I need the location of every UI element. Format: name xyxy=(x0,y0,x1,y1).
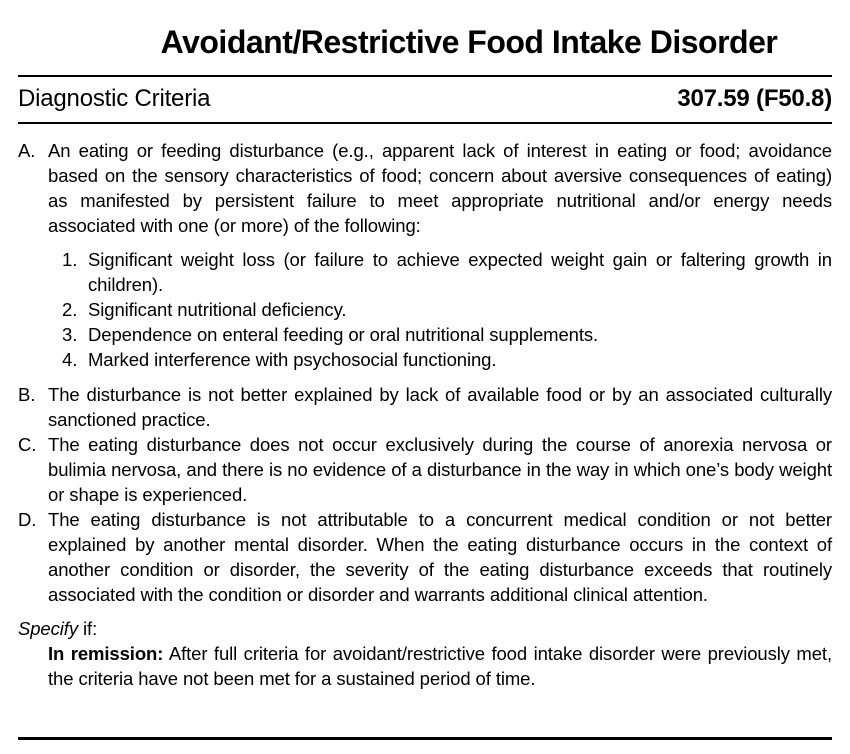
criterion-c-letter: C. xyxy=(18,434,37,455)
specifier-section: Specify if: In remission: After full cri… xyxy=(18,616,832,691)
sub-item-3-text: Dependence on enteral feeding or oral nu… xyxy=(88,324,599,345)
criterion-a-text: An eating or feeding disturbance (e.g., … xyxy=(48,140,832,236)
criterion-b-letter: B. xyxy=(18,384,36,405)
criterion-a-letter: A. xyxy=(18,140,36,161)
specify-line: Specify if: xyxy=(18,616,832,641)
criterion-c-paragraph: C. The eating disturbance does not occur … xyxy=(18,432,832,507)
criterion-d-letter: D. xyxy=(18,509,37,530)
sub-item-2-text: Significant nutritional deficiency. xyxy=(88,299,347,320)
specify-italic-word: Specify xyxy=(18,618,78,639)
sub-item-1: 1. Significant weight loss (or failure to… xyxy=(18,247,832,297)
in-remission-paragraph: In remission: After full criteria for av… xyxy=(48,641,832,691)
diagnostic-code: 307.59 (F50.8) xyxy=(677,85,832,112)
specify-rest: if: xyxy=(83,618,98,639)
sub-item-4-text: Marked interference with psychosocial fu… xyxy=(88,349,497,370)
criterion-c-text: The eating disturbance does not occur ex… xyxy=(48,434,832,505)
bottom-rule xyxy=(18,737,832,740)
criterion-d-text: The eating disturbance is not attributab… xyxy=(48,509,832,605)
in-remission-label: In remission: xyxy=(48,643,164,664)
sub-item-1-text: Significant weight loss (or failure to a… xyxy=(88,249,832,295)
criteria-body: A. An eating or feeding disturbance (e.g.… xyxy=(18,138,832,691)
criterion-d: D. The eating disturbance is not attribut… xyxy=(18,507,832,607)
criterion-a: A. An eating or feeding disturbance (e.g.… xyxy=(18,138,832,372)
sub-item-4-number: 4. xyxy=(62,349,78,370)
criterion-a-paragraph: A. An eating or feeding disturbance (e.g.… xyxy=(18,138,832,238)
sub-item-3-number: 3. xyxy=(62,324,78,345)
criterion-c: C. The eating disturbance does not occur … xyxy=(18,432,832,507)
diagnostic-criteria-label: Diagnostic Criteria xyxy=(18,85,211,112)
sub-item-1-number: 1. xyxy=(62,249,78,270)
page-title: Avoidant/Restrictive Food Intake Disorde… xyxy=(160,24,778,60)
criterion-b-text: The disturbance is not better explained … xyxy=(48,384,832,430)
sub-item-4: 4. Marked interference with psychosocial … xyxy=(18,347,832,372)
criterion-d-paragraph: D. The eating disturbance is not attribut… xyxy=(18,507,832,607)
sub-item-3: 3. Dependence on enteral feeding or oral … xyxy=(18,322,832,347)
in-remission-text: After full criteria for avoidant/restric… xyxy=(48,643,833,689)
criterion-b: B. The disturbance is not better explaine… xyxy=(18,382,832,432)
criterion-a-sub-list: 1. Significant weight loss (or failure to… xyxy=(18,247,832,372)
sub-item-2-number: 2. xyxy=(62,299,78,320)
sub-item-2: 2. Significant nutritional deficiency. xyxy=(18,297,832,322)
diagnostic-criteria-header: Diagnostic Criteria 307.59 (F50.8) xyxy=(18,75,832,124)
criterion-b-paragraph: B. The disturbance is not better explaine… xyxy=(18,382,832,432)
